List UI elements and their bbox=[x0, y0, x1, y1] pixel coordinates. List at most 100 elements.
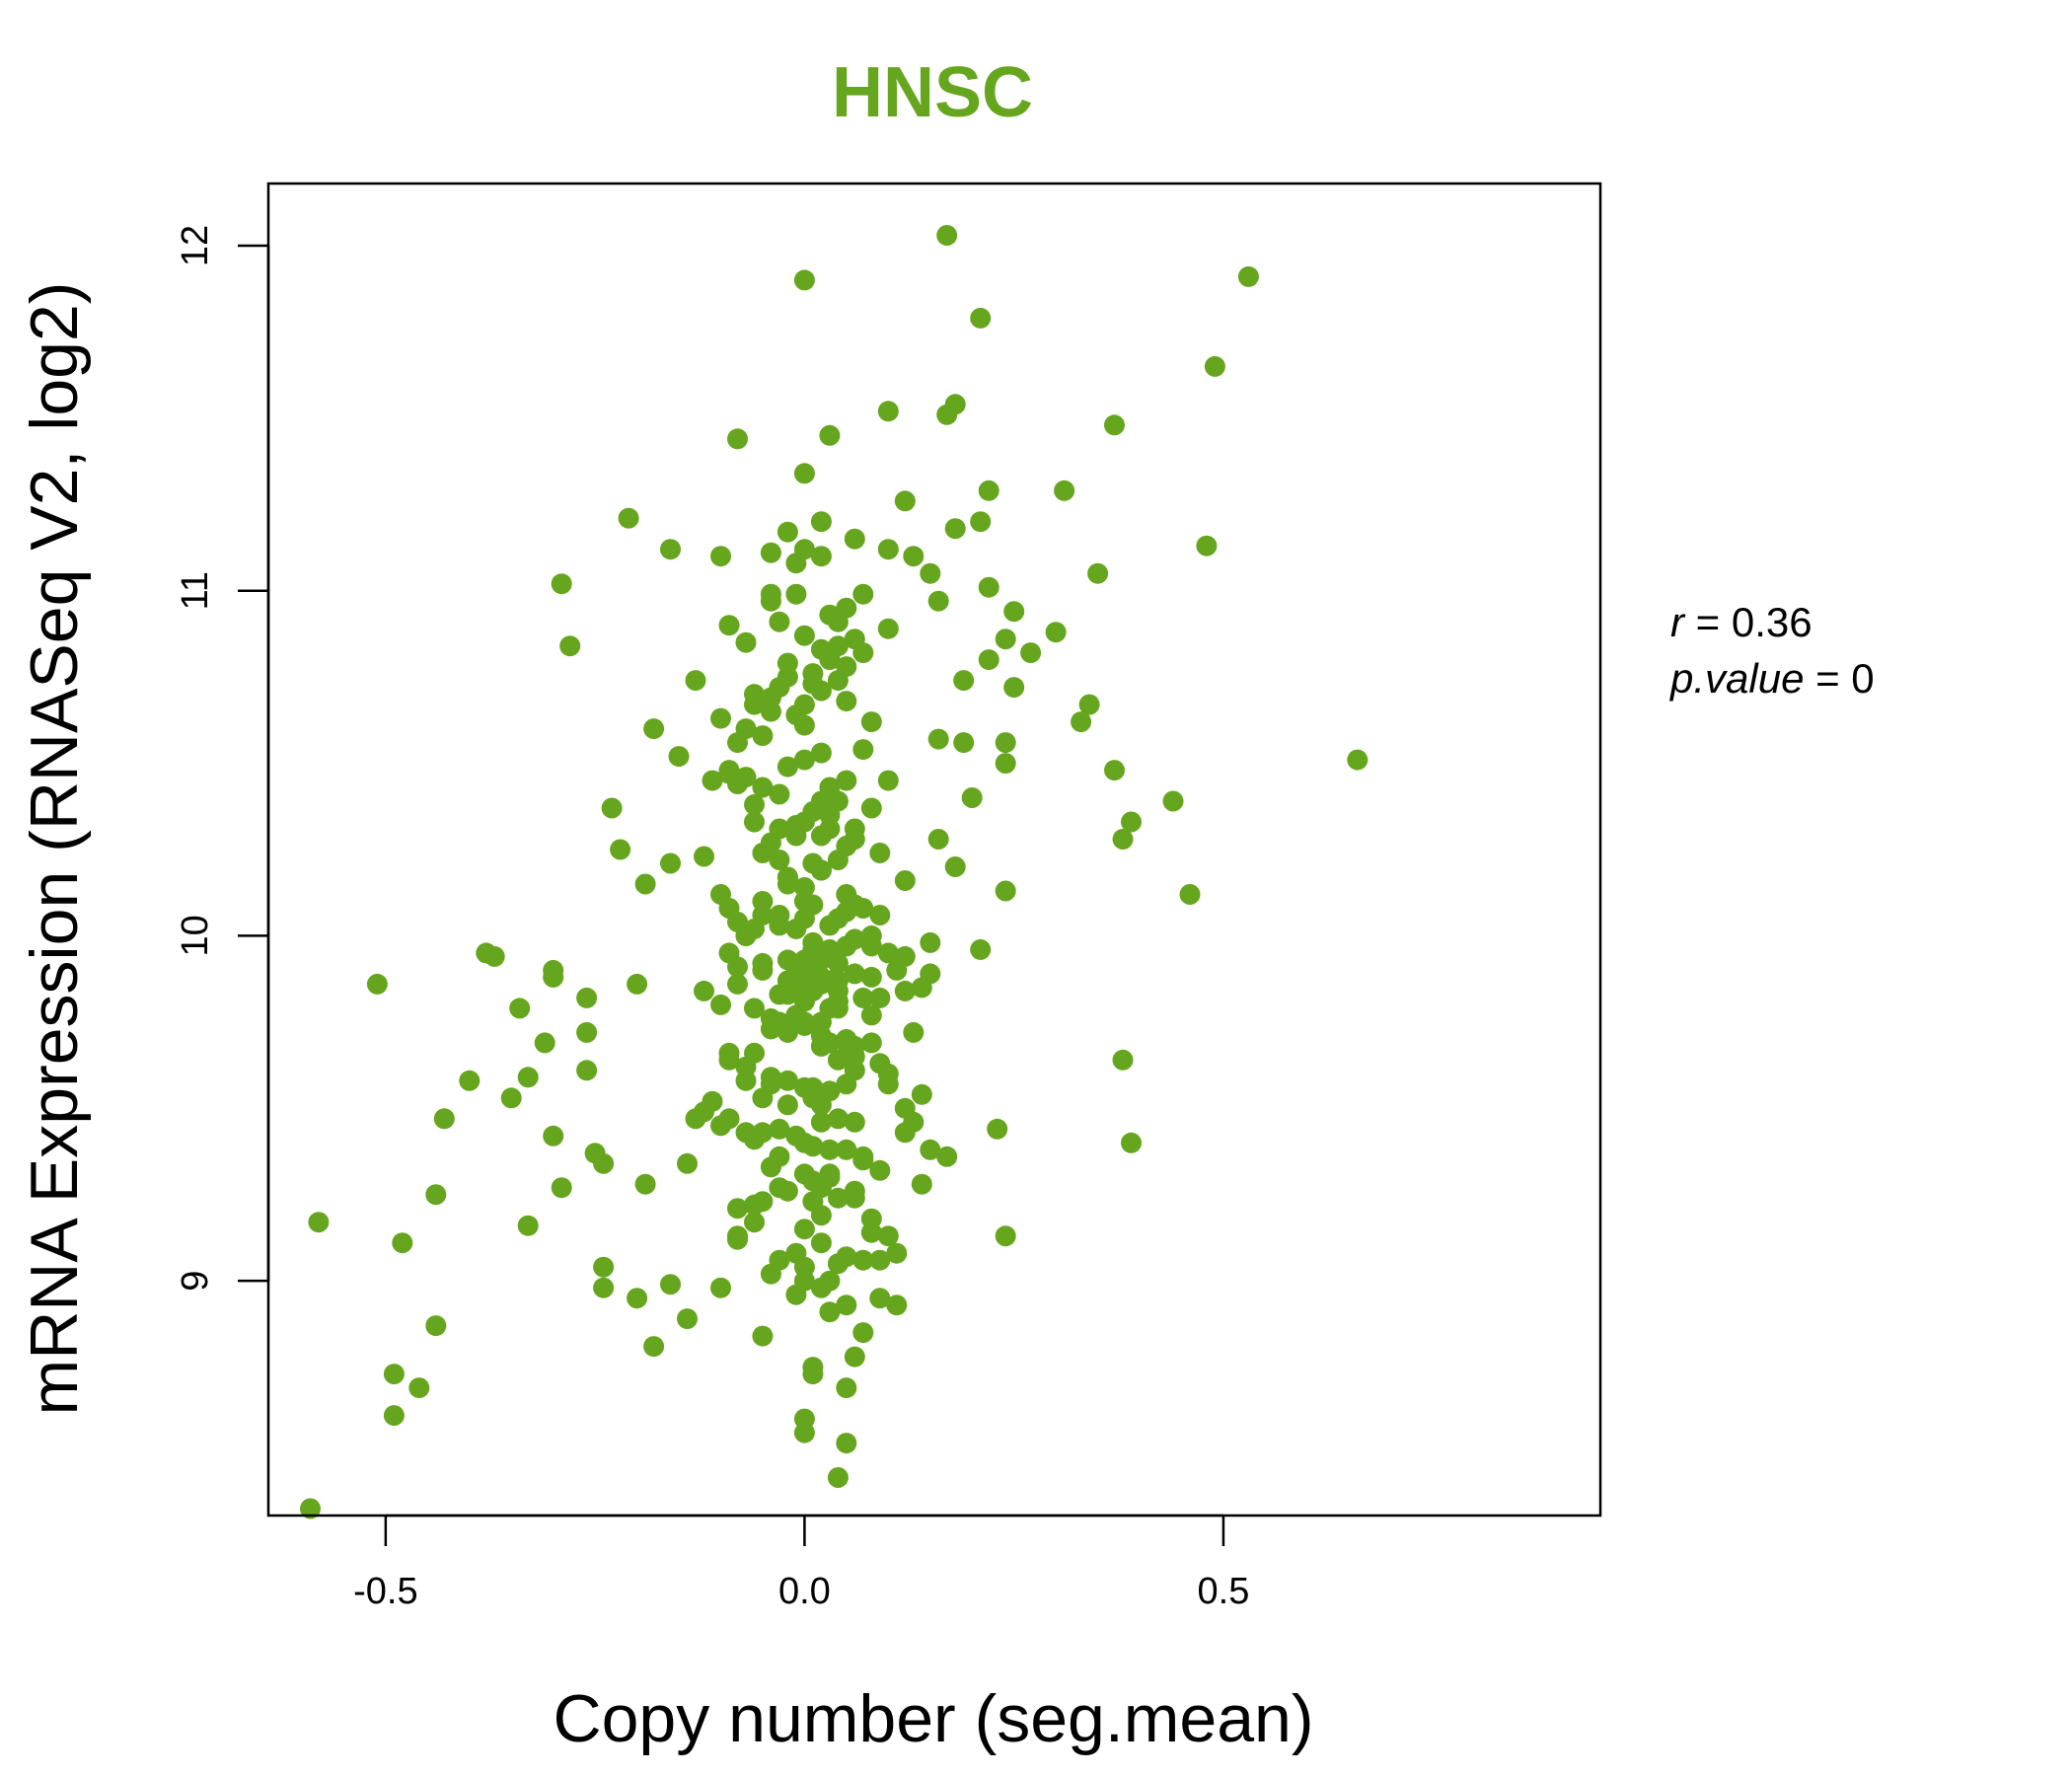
data-point bbox=[634, 873, 656, 895]
data-point bbox=[752, 777, 774, 798]
x-tick-label: 0.0 bbox=[778, 1571, 831, 1612]
data-point bbox=[1237, 265, 1259, 287]
data-point bbox=[793, 694, 815, 715]
data-point bbox=[844, 963, 865, 985]
data-point bbox=[860, 1004, 882, 1026]
data-point bbox=[869, 905, 891, 925]
data-point bbox=[836, 1246, 857, 1268]
data-point bbox=[509, 998, 531, 1019]
data-point bbox=[576, 1060, 598, 1081]
data-point bbox=[769, 1011, 790, 1033]
data-point bbox=[1071, 711, 1092, 733]
data-point bbox=[793, 1256, 815, 1278]
data-point bbox=[852, 1146, 874, 1167]
data-point bbox=[551, 573, 572, 595]
data-point bbox=[903, 1111, 925, 1133]
data-point bbox=[936, 225, 958, 246]
data-point bbox=[459, 1070, 481, 1091]
data-point bbox=[793, 463, 815, 484]
data-point bbox=[802, 801, 824, 822]
y-tick-label: 12 bbox=[175, 225, 216, 266]
data-point bbox=[810, 859, 832, 881]
data-point bbox=[819, 604, 841, 626]
data-point bbox=[819, 1139, 841, 1160]
data-point bbox=[802, 931, 824, 953]
data-point bbox=[995, 732, 1016, 754]
data-point bbox=[810, 973, 832, 995]
data-point bbox=[1003, 601, 1025, 623]
data-point bbox=[694, 1101, 714, 1123]
data-point bbox=[894, 870, 916, 891]
data-point bbox=[517, 1067, 539, 1088]
data-point bbox=[869, 843, 891, 863]
data-point bbox=[970, 938, 992, 960]
data-point bbox=[852, 1249, 874, 1271]
data-point bbox=[752, 1122, 774, 1144]
data-point bbox=[601, 797, 623, 819]
data-point bbox=[735, 1070, 757, 1091]
data-point bbox=[727, 1228, 748, 1250]
data-point bbox=[534, 1032, 555, 1054]
data-point bbox=[844, 528, 865, 550]
data-point bbox=[995, 753, 1016, 775]
data-point bbox=[727, 956, 748, 978]
data-point bbox=[819, 424, 841, 446]
data-point bbox=[970, 307, 992, 329]
data-point bbox=[1204, 355, 1225, 377]
data-point bbox=[660, 1274, 681, 1295]
data-point bbox=[408, 1377, 430, 1399]
x-tick-label: 0.5 bbox=[1198, 1571, 1250, 1612]
data-point bbox=[869, 1159, 891, 1181]
data-point bbox=[903, 1021, 925, 1043]
data-point bbox=[810, 1111, 832, 1133]
data-point bbox=[760, 590, 781, 612]
data-point bbox=[476, 942, 497, 964]
data-point bbox=[877, 539, 899, 560]
data-point bbox=[819, 1163, 841, 1185]
data-point bbox=[718, 615, 740, 636]
data-point bbox=[827, 1108, 849, 1130]
data-point bbox=[793, 891, 815, 912]
data-point bbox=[953, 732, 975, 754]
data-point bbox=[593, 1277, 615, 1298]
data-point bbox=[752, 891, 774, 912]
data-point bbox=[1104, 414, 1125, 436]
data-point bbox=[694, 980, 714, 1001]
data-point bbox=[777, 984, 798, 1005]
data-point bbox=[677, 1308, 698, 1330]
data-point bbox=[844, 829, 865, 850]
data-point bbox=[769, 783, 790, 805]
data-point bbox=[869, 1288, 891, 1309]
data-point bbox=[978, 649, 999, 671]
data-point bbox=[852, 583, 874, 605]
p-value-symbol: p.value bbox=[1668, 655, 1804, 702]
data-point bbox=[836, 901, 857, 923]
data-point bbox=[927, 829, 949, 850]
data-point bbox=[819, 649, 841, 671]
x-tick-label: -0.5 bbox=[353, 1571, 417, 1612]
data-point bbox=[383, 1405, 405, 1427]
data-point bbox=[660, 539, 681, 560]
y-tick-label: 10 bbox=[175, 915, 216, 956]
data-point bbox=[785, 815, 807, 836]
chart-title: HNSC bbox=[832, 53, 1033, 132]
y-axis-label: mRNA Expression (RNASeq V2, log2) bbox=[17, 282, 92, 1416]
data-point bbox=[593, 1152, 615, 1174]
data-point bbox=[836, 1073, 857, 1095]
data-point bbox=[576, 1021, 598, 1043]
data-point bbox=[802, 1170, 824, 1192]
data-point bbox=[308, 1212, 330, 1233]
data-point bbox=[844, 1346, 865, 1368]
data-point bbox=[425, 1315, 447, 1337]
data-point bbox=[886, 1295, 908, 1316]
r-annotation: r = 0.36 bbox=[1670, 599, 1813, 645]
data-point bbox=[920, 1139, 941, 1160]
data-point bbox=[894, 490, 916, 512]
r-value: = 0.36 bbox=[1684, 599, 1813, 645]
data-point bbox=[836, 1139, 857, 1160]
data-point bbox=[886, 1242, 908, 1264]
data-point bbox=[543, 1125, 564, 1147]
data-point bbox=[769, 818, 790, 840]
data-point bbox=[1179, 884, 1201, 905]
